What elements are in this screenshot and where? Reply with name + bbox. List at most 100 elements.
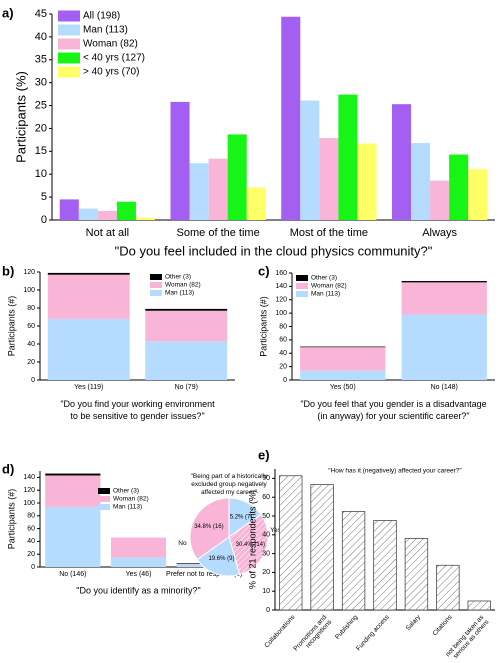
y-tick-label: 100 xyxy=(275,310,287,317)
bar xyxy=(78,208,98,220)
bar xyxy=(392,104,412,220)
pie-value-label: 19.6% (9) xyxy=(208,556,234,562)
bar xyxy=(468,169,488,220)
y-axis-label: Participants (#) xyxy=(6,489,16,550)
bar-segment xyxy=(401,281,487,283)
pie-slice xyxy=(228,513,269,576)
y-tick-label: 40 xyxy=(262,532,270,539)
bar-segment xyxy=(47,272,130,275)
legend-swatch xyxy=(58,24,80,36)
bar xyxy=(411,143,431,220)
bar xyxy=(338,94,358,220)
bar xyxy=(246,187,266,220)
x-tick-label: No (148) xyxy=(431,384,458,391)
legend-label: Other (3) xyxy=(165,274,191,281)
panel-label: a) xyxy=(2,5,14,20)
bar xyxy=(449,154,469,220)
y-tick-label: 120 xyxy=(23,487,35,494)
bar-segment xyxy=(401,282,487,315)
legend-label: Woman (82) xyxy=(311,283,347,290)
y-tick-label: 60 xyxy=(279,337,287,344)
pie-value-label: 30.4% (14) xyxy=(236,542,265,548)
bar-segment xyxy=(45,506,101,567)
legend-label: Man (113) xyxy=(113,504,142,511)
bar xyxy=(404,538,429,611)
x-tick-label: No (146) xyxy=(59,571,86,578)
x-axis-label: "Do you find your working environment to … xyxy=(60,399,215,421)
bar-segment xyxy=(145,341,228,380)
legend-label: Man (113) xyxy=(83,25,128,36)
bar-segment xyxy=(145,310,228,342)
y-tick-label: 25 xyxy=(35,99,47,111)
y-tick-label: 80 xyxy=(27,513,35,520)
y-tick-label: 0 xyxy=(266,607,270,614)
bar xyxy=(59,199,79,220)
bar xyxy=(373,520,397,611)
legend-swatch xyxy=(98,496,110,502)
legend-label: Woman (82) xyxy=(113,496,149,503)
pie-slice xyxy=(196,536,241,577)
y-tick-label: 160 xyxy=(275,270,287,277)
y-axis-label: Participants (#) xyxy=(258,296,268,357)
pie-value-label: 34.8% (16) xyxy=(194,524,223,530)
y-tick-label: 30 xyxy=(262,550,270,557)
y-tick-label: 15 xyxy=(35,145,47,157)
bar xyxy=(430,180,450,220)
bar xyxy=(189,163,209,220)
pie-slice xyxy=(189,497,230,561)
y-tick-label: 30 xyxy=(35,77,47,89)
x-tick-label: Prefer not to respond (6) xyxy=(166,571,242,578)
x-axis-label: "Do you identify as a minority?" xyxy=(76,585,200,595)
bar xyxy=(310,484,334,611)
bar xyxy=(300,100,320,220)
bar xyxy=(436,564,460,611)
legend-swatch xyxy=(98,504,110,510)
panel-label: e) xyxy=(258,447,270,462)
x-tick-label: Publishing xyxy=(334,614,360,641)
legend-swatch xyxy=(58,52,80,64)
x-tick-label: Promotions andrecognitions xyxy=(292,613,333,657)
y-tick-label: 80 xyxy=(27,305,35,312)
y-tick-label: 100 xyxy=(23,287,35,294)
bar-segment xyxy=(401,314,487,380)
y-tick-label: 0 xyxy=(31,564,35,571)
bar xyxy=(319,138,339,220)
y-tick-label: 60 xyxy=(27,323,35,330)
legend-label: Man (113) xyxy=(165,290,194,297)
bar-segment xyxy=(300,347,386,371)
bar xyxy=(341,511,366,611)
bar-segment xyxy=(45,473,101,476)
bar xyxy=(116,201,136,220)
y-tick-label: 20 xyxy=(27,359,35,366)
x-tick-label: No (79) xyxy=(175,384,198,391)
panel-label: d) xyxy=(2,461,14,476)
bar xyxy=(467,600,491,611)
bar xyxy=(227,134,247,220)
legend-swatch xyxy=(296,291,308,297)
y-axis-label: Participants (#) xyxy=(6,296,16,357)
legend-swatch xyxy=(58,38,80,50)
panel-label: b) xyxy=(2,263,14,278)
y-tick-label: 60 xyxy=(262,494,270,501)
panel-label: c) xyxy=(258,263,270,278)
legend-label: Man (113) xyxy=(311,291,340,298)
pie-value-label: 15.2% (7) xyxy=(226,514,252,520)
x-tick-label: Collaborations xyxy=(263,613,297,649)
bar-segment xyxy=(110,537,167,558)
bar-segment xyxy=(300,370,386,380)
y-tick-label: 10 xyxy=(262,588,270,595)
y-tick-label: 50 xyxy=(262,513,270,520)
y-tick-label: 140 xyxy=(275,283,287,290)
pie-group-label: No xyxy=(178,540,187,547)
y-tick-label: 0 xyxy=(283,377,287,384)
x-axis-label: "Do you feel that you gender is a disadv… xyxy=(300,399,486,421)
legend-label: Woman (82) xyxy=(83,39,138,50)
x-tick-label: Not at all xyxy=(86,227,129,239)
y-tick-label: 45 xyxy=(35,8,47,20)
y-tick-label: 0 xyxy=(31,377,35,384)
pie-group-label: Yes xyxy=(270,527,281,534)
y-tick-label: 120 xyxy=(275,297,287,304)
bar xyxy=(170,101,190,220)
legend-label: < 40 yrs (127) xyxy=(83,53,145,64)
